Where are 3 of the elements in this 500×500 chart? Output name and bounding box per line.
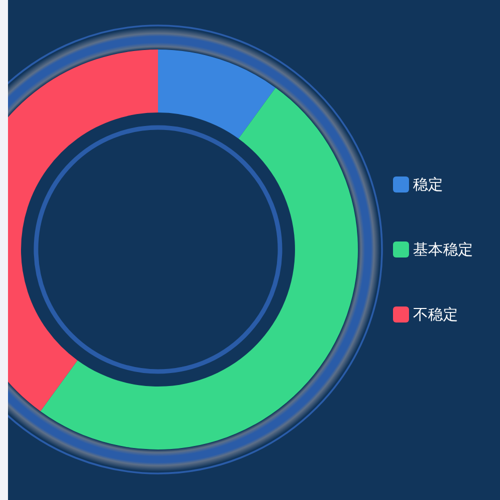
legend-label: 不稳定 [413,306,458,324]
legend-label: 基本稳定 [413,242,473,258]
legend-label: 稳定 [413,176,443,194]
